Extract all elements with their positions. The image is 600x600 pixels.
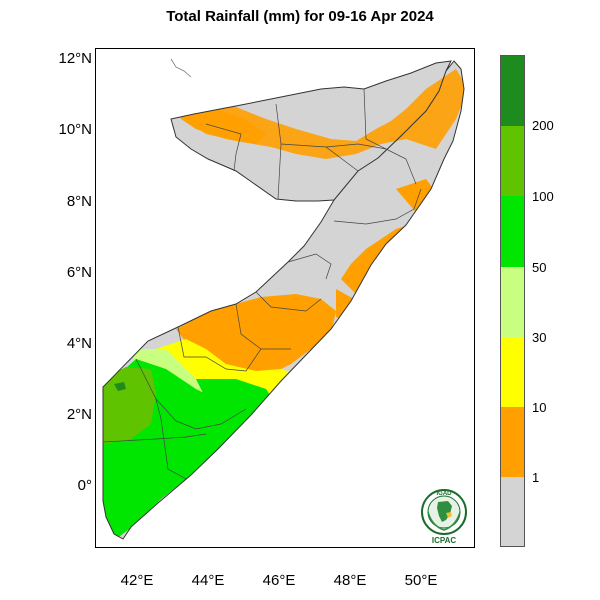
rainfall-overlay [103,69,464,539]
legend-label-100: 100 [532,189,554,204]
lat-label-6n: 6°N [66,264,92,281]
legend-label-10: 10 [532,400,547,415]
lon-label-44e: 44°E [191,572,225,589]
region-boundaries [102,88,422,480]
legend-swatch-100-200 [501,126,524,196]
rainfall-map [102,58,465,540]
lon-label-50e: 50°E [404,572,438,589]
lat-label-2n: 2°N [66,406,92,423]
logo-top-text: IGAD [436,491,452,497]
lon-label-42e: 42°E [120,572,154,589]
lat-label-0: 0° [77,477,92,494]
legend-label-50: 50 [532,260,547,275]
igad-icpac-logo: IGAD ICPAC [418,488,470,546]
lat-label-12n: 12°N [58,50,92,67]
legend-swatch-200-plus [501,56,524,126]
lon-label-48e: 48°E [333,572,367,589]
lat-label-10n: 10°N [58,121,92,138]
legend-swatch-50-100 [501,196,524,267]
map-title: Total Rainfall (mm) for 09-16 Apr 2024 [166,8,434,25]
igad-emblem-icon [421,489,467,535]
map-frame [95,48,475,548]
legend-swatch-0-1 [501,477,524,546]
legend-swatch-10-30 [501,337,524,407]
lat-label-8n: 8°N [66,193,92,210]
legend-colorbar [500,55,525,547]
legend-swatch-1-10 [501,407,524,477]
lon-label-46e: 46°E [262,572,296,589]
logo-bottom-text: ICPAC [431,536,457,545]
legend-swatch-30-50 [501,267,524,337]
lat-label-4n: 4°N [66,335,92,352]
legend-label-200: 200 [532,118,554,133]
legend-label-1: 1 [532,470,540,485]
legend-label-30: 30 [532,330,547,345]
